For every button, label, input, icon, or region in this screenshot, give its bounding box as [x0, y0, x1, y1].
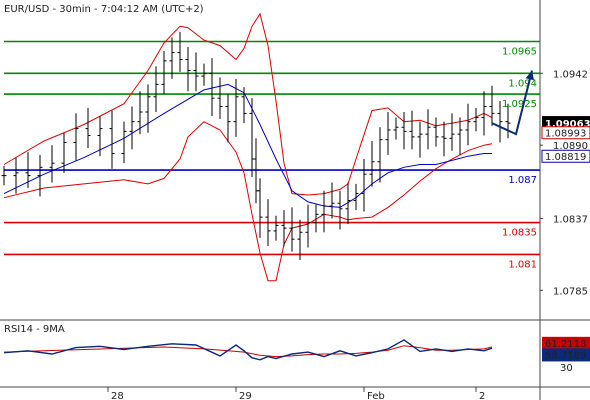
price-bar: [337, 190, 343, 230]
price-bar: [417, 121, 423, 158]
price-bar: [281, 210, 287, 247]
rsi-value-tag-box: [542, 348, 590, 362]
level-lines: 1.0965 1.094 1.0925 1.087 1.0835 1.081: [4, 40, 540, 270]
price-bar: [257, 178, 263, 238]
price-bar: [121, 121, 127, 164]
price-bar: [225, 94, 231, 143]
price-bar: [137, 91, 143, 135]
rsi-value-tag-box: [542, 336, 590, 350]
x-tick-label: Feb: [367, 391, 385, 400]
y-axis-ticks: 1.0942 1.0890 1.0837 1.0785: [540, 69, 588, 297]
price-bar: [305, 204, 311, 248]
price-bar: [369, 141, 375, 187]
price-bar: [353, 183, 359, 211]
price-bar: [177, 31, 183, 72]
price-bar: [361, 159, 367, 212]
level-label-resistance: 1.094: [508, 78, 537, 89]
price-bar: [73, 113, 79, 161]
rsi-value-tag-label: 58.7189: [545, 350, 586, 361]
rsi-title: RSI14 - 9MA: [4, 324, 65, 335]
price-bar: [97, 116, 103, 157]
price-bar: [49, 145, 55, 183]
price-bar: [401, 112, 407, 150]
price-bar: [265, 199, 271, 247]
price-bar: [489, 85, 495, 126]
y-tick-label: 1.0942: [553, 69, 588, 80]
x-tick-label: 2: [479, 391, 485, 400]
level-label-support: 1.081: [508, 259, 537, 270]
price-bar: [473, 107, 479, 132]
price-bar: [37, 154, 43, 197]
price-bar: [425, 109, 431, 150]
level-label-pivot: 1.087: [508, 175, 537, 186]
price-bar: [241, 87, 247, 124]
chart-title: EUR/USD - 30min - 7:04:12 AM (UTC+2): [4, 4, 204, 15]
lower-bollinger-band: [3, 121, 493, 282]
price-bar: [201, 63, 207, 86]
y-tick-label: 1.0890: [553, 141, 588, 152]
price-bar: [385, 112, 391, 155]
x-tick-label: 29: [239, 391, 252, 400]
price-bar: [169, 37, 175, 79]
price-tag-box: [541, 149, 590, 163]
rsi-value-tag-label: 61.2118: [545, 339, 586, 350]
price-bar: [217, 77, 223, 119]
price-bar: [497, 100, 503, 143]
price-bar: [233, 78, 239, 137]
price-bar: [209, 58, 215, 117]
price-tag-label: 1.09063: [545, 119, 590, 130]
price-bar: [1, 165, 7, 186]
x-axis-ticks: 28 29 Feb 2: [107, 387, 485, 400]
price-bar: [61, 132, 67, 173]
price-tag-label: 1.08819: [545, 152, 586, 163]
price-bar: [409, 110, 415, 150]
price-bar: [481, 91, 487, 136]
price-bar: [273, 215, 279, 241]
price-bar: [433, 117, 439, 147]
price-bar: [145, 84, 151, 133]
rsi-y-tick-label: 30: [560, 363, 573, 374]
upper-bollinger-band: [3, 12, 493, 196]
rsi-line: [3, 339, 493, 361]
price-bar: [129, 106, 135, 150]
price-bar: [329, 182, 335, 219]
price-bar: [457, 117, 463, 155]
x-tick-label: 28: [111, 391, 124, 400]
projection-line: [491, 70, 533, 136]
price-bar: [441, 121, 447, 157]
price-bar: [13, 157, 19, 194]
price-bar: [161, 51, 167, 95]
price-bar: [25, 152, 31, 189]
price-bar: [289, 207, 295, 252]
y-tick-label: 1.0837: [553, 214, 588, 225]
price-bars: [1, 31, 511, 260]
price-bar: [345, 182, 351, 224]
level-label-support: 1.0835: [502, 228, 537, 239]
price-bar: [185, 47, 191, 92]
price-bar: [313, 204, 319, 233]
price-bar: [449, 113, 455, 151]
y-tick-label: 1.0785: [553, 286, 588, 297]
price-bar: [321, 190, 327, 233]
price-bar: [109, 110, 115, 169]
price-bar: [505, 103, 511, 139]
price-bar: [377, 127, 383, 183]
projection-arrowhead: [525, 70, 534, 81]
price-tag-box: [541, 126, 590, 140]
price-tag-label: 1.08993: [545, 129, 586, 140]
price-bar: [193, 52, 199, 92]
price-bar: [465, 103, 471, 146]
moving-average-line: [3, 83, 492, 208]
level-label-resistance: 1.0965: [502, 47, 537, 58]
price-bar: [393, 117, 399, 140]
price-bar: [85, 107, 91, 148]
price-bar: [153, 66, 159, 113]
price-bar: [297, 219, 303, 260]
level-label-resistance: 1.0925: [502, 99, 537, 110]
